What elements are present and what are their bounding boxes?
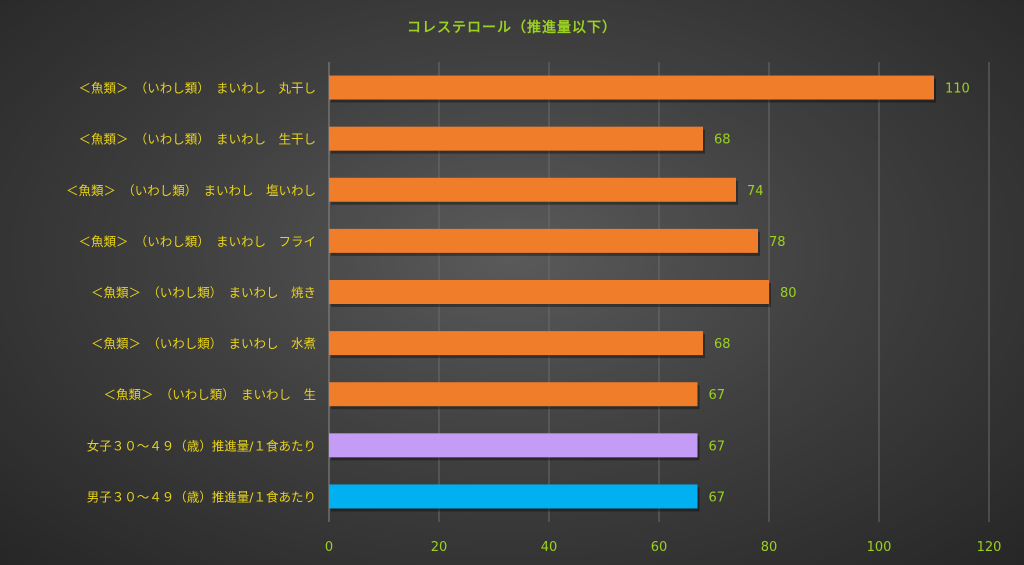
category-label: ＜魚類＞ （いわし類） まいわし 塩いわし	[66, 183, 316, 198]
x-tick-label: 20	[431, 540, 448, 555]
data-label: 67	[709, 490, 726, 505]
category-label: ＜魚類＞ （いわし類） まいわし 焼き	[91, 285, 316, 300]
bar	[329, 433, 698, 458]
x-tick-label: 40	[541, 540, 558, 555]
x-tick-label: 0	[325, 540, 333, 555]
bar	[329, 382, 698, 407]
x-tick-label: 80	[761, 540, 778, 555]
data-label: 78	[769, 235, 786, 250]
x-tick-label: 100	[867, 540, 892, 555]
category-label: ＜魚類＞ （いわし類） まいわし フライ	[78, 234, 316, 249]
data-label: 67	[709, 388, 726, 403]
labels: 0 20 40 60 80 100 120 ＜魚類＞ （いわし類） まいわし 丸干し 110 ＜魚…	[66, 81, 1001, 555]
bars	[329, 75, 936, 512]
data-label: 68	[714, 133, 731, 148]
bar	[329, 228, 758, 253]
bar	[329, 126, 703, 151]
category-label: ＜魚類＞ （いわし類） まいわし 生	[103, 387, 316, 402]
category-label: ＜魚類＞ （いわし類） まいわし 生干し	[78, 132, 316, 147]
category-label: 男子３０～４９（歳）推進量/１食あたり	[87, 489, 316, 504]
category-label: ＜魚類＞ （いわし類） まいわし 丸干し	[78, 81, 316, 96]
bar	[329, 280, 769, 304]
data-label: 110	[945, 82, 970, 97]
data-label: 68	[714, 337, 731, 352]
chart-title: コレステロール（推進量以下）	[407, 20, 617, 36]
category-label: ＜魚類＞ （いわし類） まいわし 水煮	[91, 336, 316, 351]
bar	[329, 484, 698, 509]
data-label: 67	[709, 439, 726, 454]
x-tick-label: 60	[651, 540, 668, 555]
data-label: 80	[780, 286, 797, 301]
bar	[329, 331, 703, 356]
category-label: 女子３０～４９（歳）推進量/１食あたり	[87, 438, 316, 453]
x-tick-label: 120	[977, 540, 1002, 555]
bar	[329, 75, 934, 100]
data-label: 74	[747, 184, 764, 199]
bar	[329, 177, 736, 202]
